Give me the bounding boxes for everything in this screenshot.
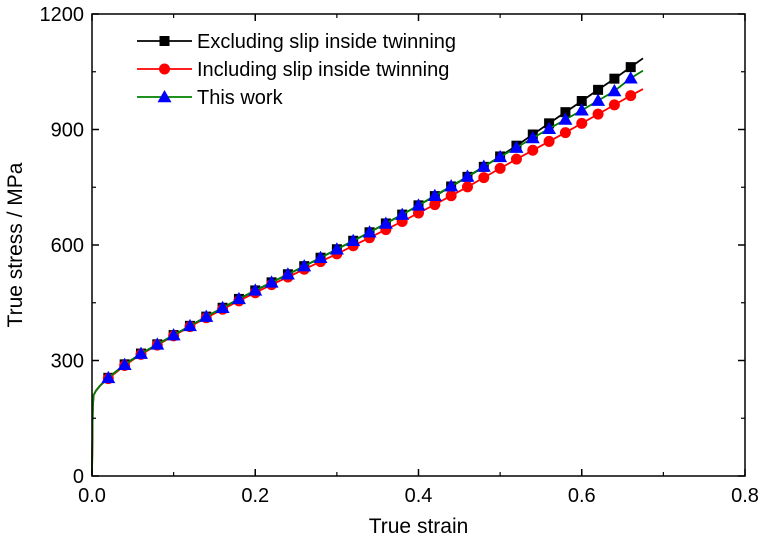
x-tick-label: 0.4 (405, 485, 433, 507)
data-point (280, 267, 295, 280)
data-point (478, 172, 490, 184)
legend-label: Excluding slip inside twinning (197, 31, 456, 53)
x-axis-title: True strain (369, 515, 469, 538)
data-point (493, 149, 508, 163)
data-point (460, 169, 475, 182)
data-point (623, 71, 638, 84)
data-point (576, 117, 588, 129)
plot-layer (91, 57, 644, 477)
series-line (91, 57, 644, 477)
data-point (429, 199, 441, 211)
legend-marker (159, 63, 170, 75)
data-point (117, 357, 132, 370)
data-point (329, 242, 344, 255)
data-point (395, 207, 410, 220)
x-tick-label: 0.0 (78, 485, 106, 507)
data-point (559, 127, 571, 139)
y-tick-label: 900 (51, 120, 84, 142)
legend-label: This work (197, 87, 284, 109)
data-point (625, 62, 636, 73)
data-point (609, 73, 620, 84)
legend-label: Including slip inside twinning (197, 59, 449, 81)
series-line (91, 69, 644, 477)
data-point (625, 90, 637, 102)
data-point (362, 225, 377, 238)
data-point (574, 103, 589, 116)
data-point (607, 84, 622, 97)
series-3 (91, 69, 644, 477)
y-tick-label: 300 (51, 351, 84, 373)
x-tick-label: 0.8 (731, 485, 759, 507)
data-point (445, 190, 457, 202)
data-point (133, 346, 148, 359)
data-point (313, 250, 328, 263)
data-point (461, 181, 473, 193)
legend-marker (159, 36, 170, 46)
legend-item: Excluding slip inside twinning (137, 31, 456, 53)
data-point (591, 93, 606, 106)
data-point (592, 108, 604, 120)
data-point (527, 144, 539, 156)
data-point (593, 84, 604, 95)
data-point (476, 159, 491, 172)
data-point (608, 99, 620, 111)
data-point (427, 188, 442, 201)
data-point (182, 318, 197, 332)
y-axis-title: True stress / MPa (4, 162, 27, 327)
y-tick-label: 1200 (40, 4, 85, 26)
data-point (199, 309, 214, 322)
data-point (297, 259, 312, 272)
axes-layer: 0.0 0.2 0.4 0.6 0.8 0 300 600 900 1200 (40, 4, 759, 507)
data-point (558, 112, 573, 125)
data-point (525, 130, 540, 144)
data-point (509, 140, 524, 153)
data-point (264, 275, 279, 288)
data-point (510, 153, 522, 165)
data-point (542, 121, 557, 134)
plot-frame (91, 13, 746, 477)
data-point (560, 107, 571, 118)
y-tick-label: 600 (51, 235, 84, 257)
series-1 (91, 57, 644, 477)
x-tick-label: 0.6 (568, 485, 596, 507)
data-point (378, 216, 393, 229)
data-point (543, 135, 555, 147)
data-point (346, 233, 361, 247)
data-point (248, 283, 263, 296)
legend-marker (157, 90, 172, 103)
data-point (231, 291, 246, 305)
series-2 (91, 88, 644, 477)
data-point (166, 328, 181, 341)
x-tick-label: 0.2 (241, 485, 269, 507)
series-line (91, 88, 644, 477)
legend-item: This work (137, 87, 284, 109)
legend: Excluding slip inside twinning Including … (137, 31, 456, 109)
data-point (411, 198, 426, 211)
y-tick-label: 0 (73, 466, 84, 488)
data-point (101, 370, 116, 384)
data-point (215, 300, 230, 314)
data-point (494, 162, 506, 174)
data-point (576, 96, 587, 107)
data-point (444, 179, 459, 192)
data-point (150, 337, 165, 350)
legend-item: Including slip inside twinning (137, 59, 449, 81)
